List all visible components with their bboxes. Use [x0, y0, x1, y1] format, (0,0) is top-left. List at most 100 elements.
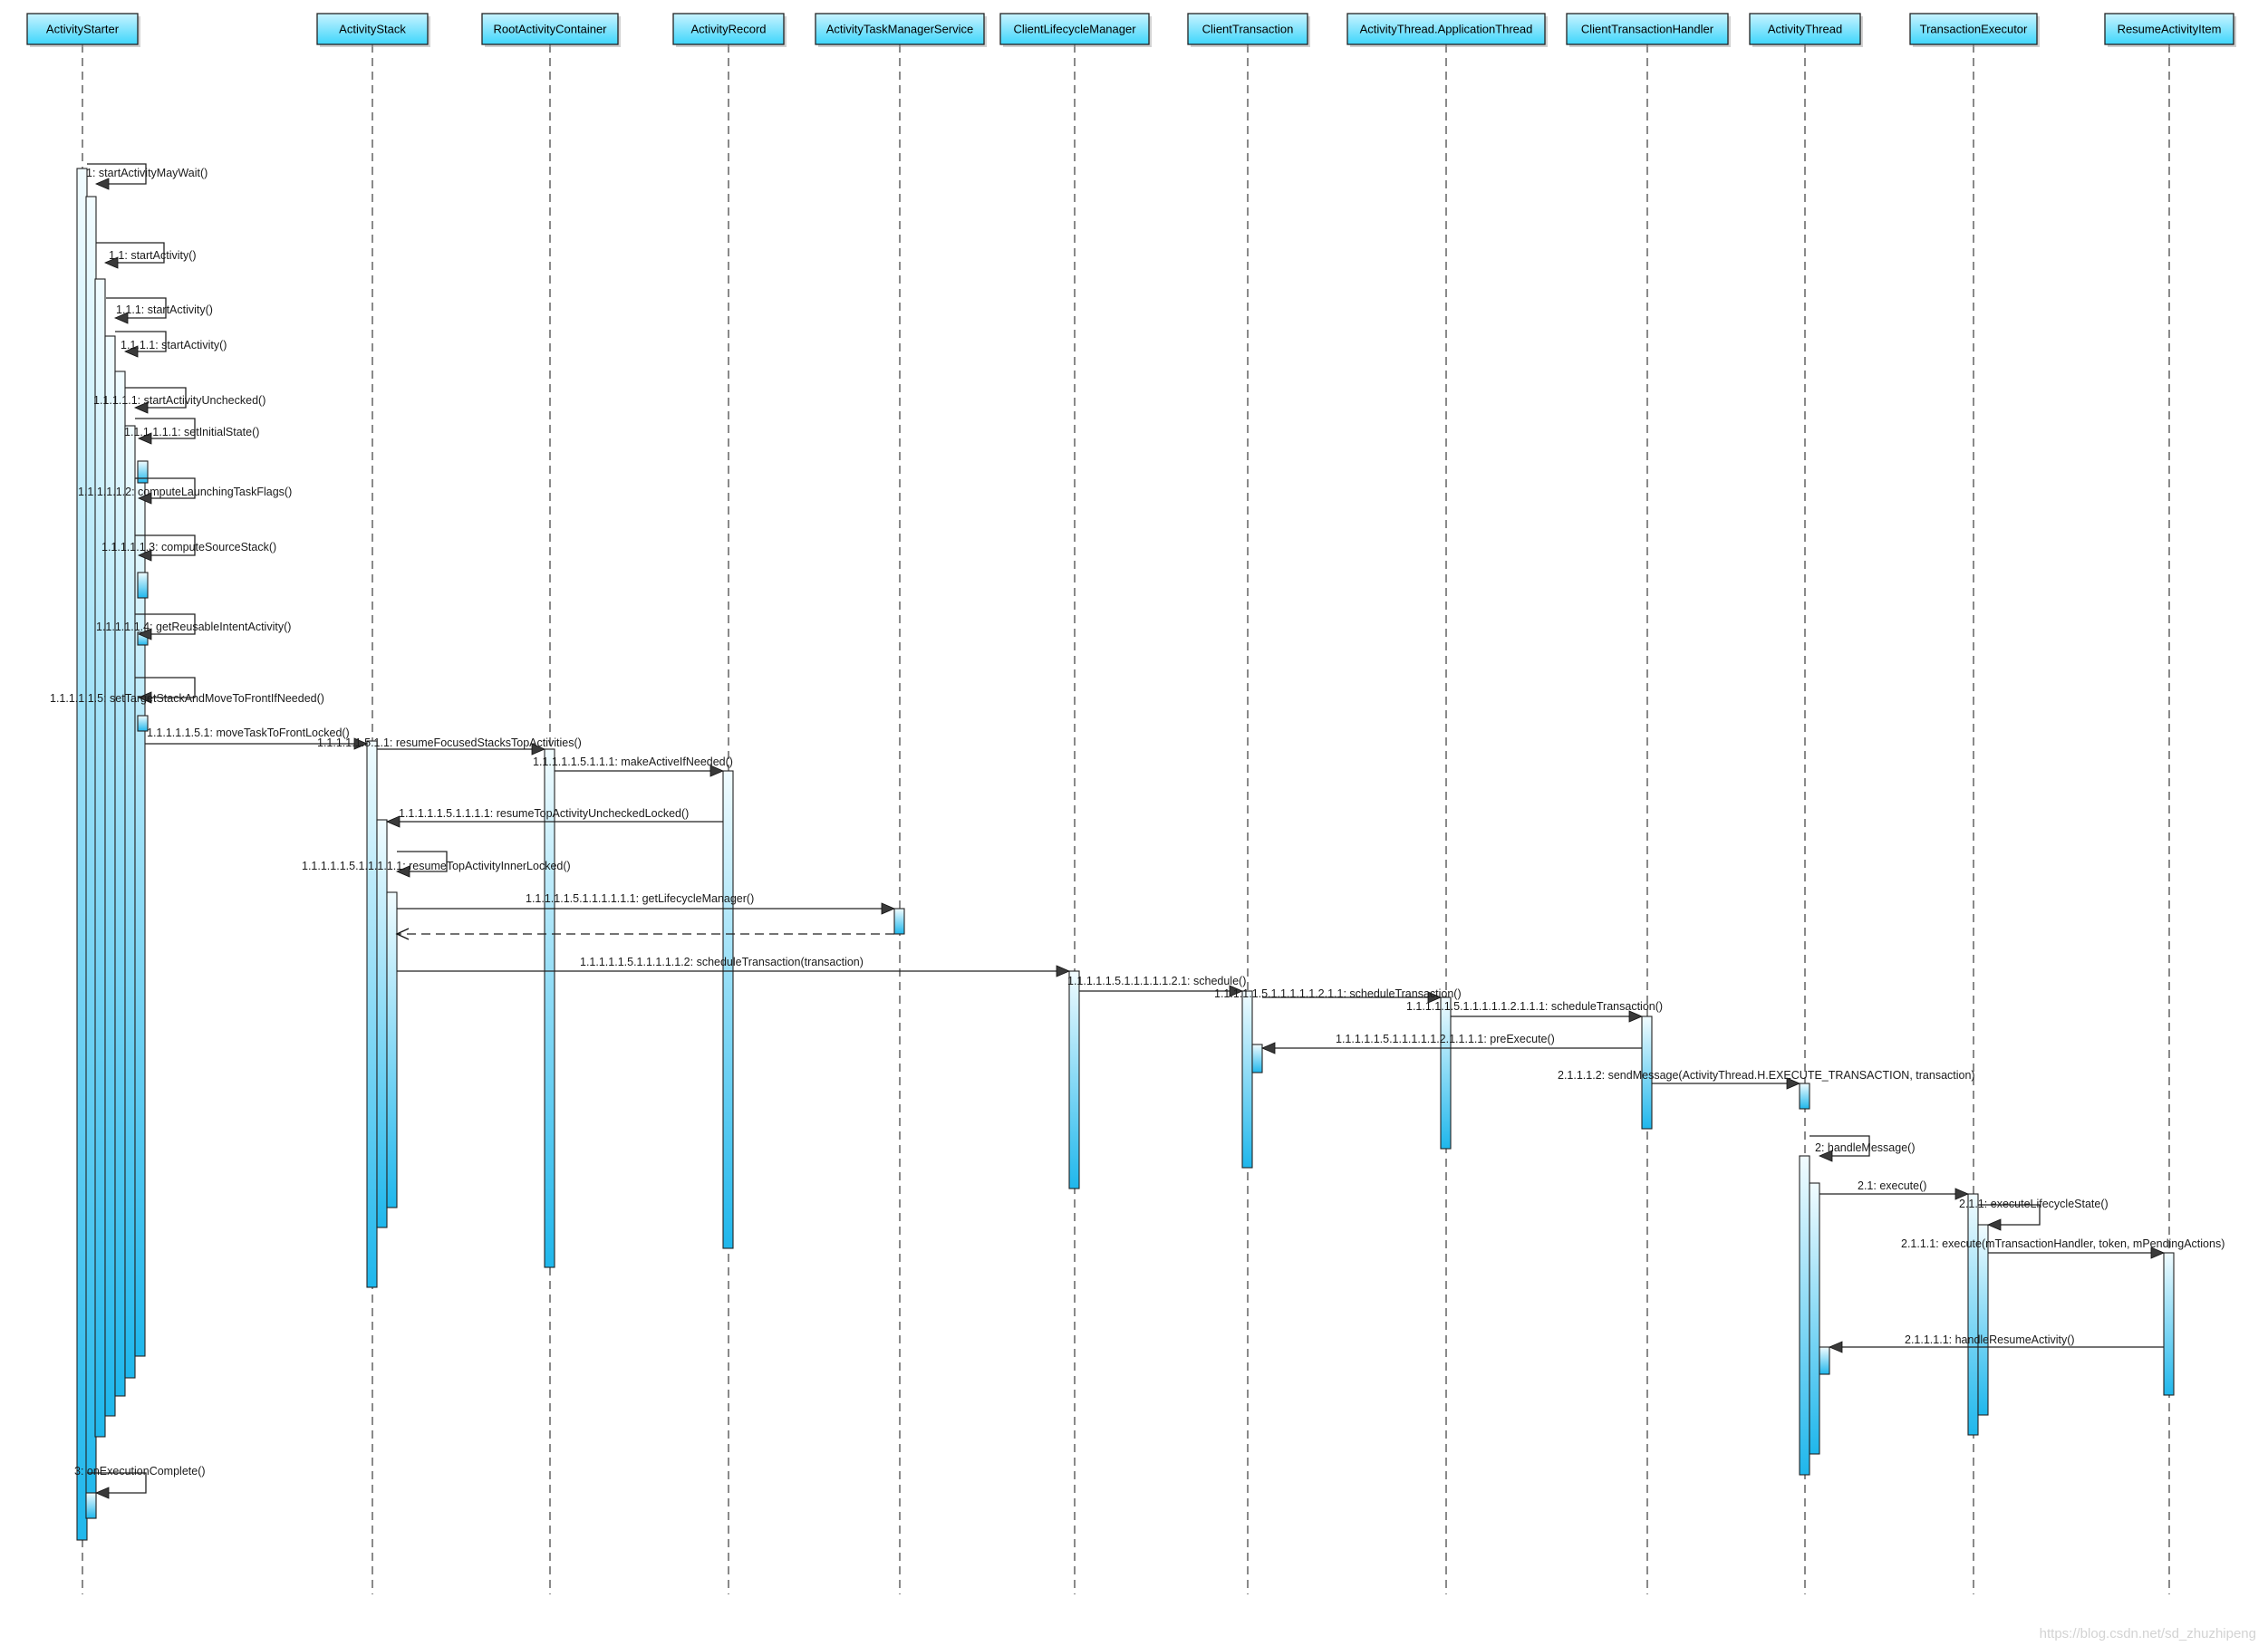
- activation-bar-stack: [376, 819, 388, 1228]
- message-3: 1.1.1.1: startActivity(): [115, 331, 227, 358]
- activation-bar-starter: [76, 168, 88, 1541]
- activation-bar-rac: [544, 748, 555, 1268]
- lifeline-name: ActivityThread.ApplicationThread: [1360, 23, 1533, 36]
- lifeline-header-rac[interactable]: RootActivityContainer: [481, 13, 621, 47]
- arrowhead: [1427, 991, 1443, 1004]
- lifeline-box: [481, 13, 619, 45]
- message-label: 1: startActivityMayWait(): [86, 167, 207, 179]
- message-24: 2.1: execute(): [1819, 1179, 1970, 1200]
- activation-bar-ar: [722, 770, 734, 1249]
- arrowhead: [137, 492, 152, 505]
- lifeline-header-ct[interactable]: ClientTransaction: [1187, 13, 1310, 47]
- self-message-line: [125, 387, 187, 409]
- arrowhead: [395, 865, 410, 878]
- message-label: 1.1.1.1.1.4: getReusableIntentActivity(): [96, 621, 291, 633]
- self-message-line: [106, 297, 167, 319]
- message-19: 1.1.1.1.1.5.1.1.1.1.1.2.1.1: scheduleTra…: [1214, 987, 1462, 1004]
- message-14: 1.1.1.1.1.5.1.1.1.1.1: resumeTopActivity…: [302, 851, 571, 878]
- activation-bar-ct: [1241, 990, 1253, 1169]
- arrowhead: [881, 902, 896, 915]
- message-label: 3: onExecutionComplete(): [74, 1465, 206, 1478]
- return-message-16: [395, 928, 894, 940]
- self-message-line: [397, 851, 448, 872]
- activation-bar-starter: [134, 477, 146, 1357]
- lifeline-header-te[interactable]: TransactionExecutor: [1909, 13, 2040, 47]
- message-12: 1.1.1.1.1.5.1.1.1: makeActiveIfNeeded(): [533, 756, 733, 777]
- lifeline-box: [1749, 13, 1861, 45]
- activation-bar-starter: [114, 371, 126, 1397]
- self-message-line: [1978, 1204, 2041, 1226]
- lifeline-name: ClientLifecycleManager: [1013, 23, 1136, 36]
- self-message-line: [96, 242, 165, 264]
- self-message-line: [87, 1472, 147, 1494]
- lifeline-box: [2104, 13, 2234, 45]
- watermark-text: https://blog.csdn.net/sd_zhuzhipeng: [2040, 1626, 2256, 1641]
- message-label: 2.1.1.1.2: sendMessage(ActivityThread.H.…: [1558, 1069, 1975, 1082]
- message-label: 1.1.1.1.1.2: computeLaunchingTaskFlags(): [78, 486, 292, 498]
- message-label: 1.1.1.1.1.5.1.1.1.1.1.2.1.1.1.1: preExec…: [1336, 1033, 1555, 1045]
- message-10: 1.1.1.1.1.5.1: moveTaskToFrontLocked(): [145, 727, 369, 750]
- arrowhead: [137, 691, 152, 704]
- lifeline-header-clm[interactable]: ClientLifecycleManager: [999, 13, 1152, 47]
- message-label: 1.1.1.1.1.3: computeSourceStack(): [101, 541, 276, 553]
- self-message-line: [135, 477, 196, 499]
- lifeline-header-cth[interactable]: ClientTransactionHandler: [1566, 13, 1731, 47]
- activation-bar-starter: [137, 715, 149, 732]
- message-9: 1.1.1.1.1.5: setTargetStackAndMoveToFron…: [50, 677, 324, 705]
- lifeline-name: ActivityRecord: [690, 23, 766, 36]
- activation-bar-stack: [386, 891, 398, 1208]
- arrowhead: [133, 401, 149, 414]
- arrowhead: [94, 1487, 110, 1499]
- lifeline-box: [316, 13, 429, 45]
- lifeline-header-ar[interactable]: ActivityRecord: [672, 13, 787, 47]
- message-label: 1.1.1.1.1.5.1.1: resumeFocusedStacksTopA…: [317, 736, 582, 749]
- lifeline-box: [815, 13, 985, 45]
- lifeline-name: ClientTransaction: [1202, 23, 1294, 36]
- message-6: 1.1.1.1.1.2: computeLaunchingTaskFlags(): [78, 477, 292, 505]
- message-21: 1.1.1.1.1.5.1.1.1.1.1.2.1.1.1.1: preExec…: [1260, 1033, 1642, 1054]
- lifeline-box: [1566, 13, 1729, 45]
- arrowhead: [1229, 985, 1244, 997]
- lifeline-header-stack[interactable]: ActivityStack: [316, 13, 430, 47]
- lifeline-header-rai[interactable]: ResumeActivityItem: [2104, 13, 2236, 47]
- lifeline-header-at_app[interactable]: ActivityThread.ApplicationThread: [1346, 13, 1548, 47]
- self-message-line: [135, 613, 196, 635]
- arrowhead: [1986, 1218, 2002, 1231]
- arrowhead: [137, 549, 152, 562]
- message-26: 2.1.1.1: execute(mTransactionHandler, to…: [1901, 1237, 2225, 1259]
- message-17: 1.1.1.1.1.5.1.1.1.1.1.2: scheduleTransac…: [397, 956, 1071, 977]
- message-0: 1: startActivityMayWait(): [86, 163, 207, 190]
- message-label: 1.1.1.1.1.5.1: moveTaskToFrontLocked(): [147, 727, 350, 739]
- message-label: 1.1.1.1.1.5: setTargetStackAndMoveToFron…: [50, 692, 324, 705]
- message-13: 1.1.1.1.1.5.1.1.1.1: resumeTopActivityUn…: [385, 807, 723, 828]
- lifeline-name: RootActivityContainer: [494, 23, 608, 36]
- arrowhead: [1056, 965, 1071, 977]
- message-11: 1.1.1.1.1.5.1.1: resumeFocusedStacksTopA…: [317, 736, 582, 756]
- lifeline-name: ActivityTaskManagerService: [826, 23, 974, 36]
- arrowhead: [1628, 1010, 1644, 1023]
- lifeline-box: [26, 13, 139, 45]
- message-2: 1.1.1: startActivity(): [106, 297, 213, 324]
- lifeline-header-atms[interactable]: ActivityTaskManagerService: [815, 13, 987, 47]
- activation-bar-starter: [137, 460, 149, 484]
- lifeline-header-starter[interactable]: ActivityStarter: [26, 13, 140, 47]
- message-5: 1.1.1.1.1.1: setInitialState(): [124, 418, 259, 445]
- message-label: 1.1.1: startActivity(): [116, 303, 213, 316]
- activation-bar-atms: [893, 908, 905, 935]
- message-label: 2.1.1: executeLifecycleState(): [1959, 1198, 2109, 1210]
- lifeline-name: ActivityStarter: [46, 23, 120, 36]
- message-label: 1.1.1.1.1.5.1.1.1.1.1.2.1.1: scheduleTra…: [1214, 987, 1462, 1000]
- activation-bar-rai: [2163, 1252, 2175, 1396]
- message-label: 1.1.1.1.1.5.1.1.1: makeActiveIfNeeded(): [533, 756, 733, 768]
- lifeline-box: [1346, 13, 1546, 45]
- arrowhead: [2150, 1247, 2166, 1259]
- lifeline-header-at[interactable]: ActivityThread: [1749, 13, 1863, 47]
- arrowhead: [103, 256, 119, 269]
- message-label: 1.1.1.1.1.5.1.1.1.1: resumeTopActivityUn…: [399, 807, 689, 820]
- message-label: 1.1.1.1.1.5.1.1.1.1.1.1: getLifecycleMan…: [526, 892, 754, 905]
- arrowhead: [385, 815, 401, 828]
- arrowhead: [137, 628, 152, 640]
- message-label: 1.1.1.1.1.5.1.1.1.1.1.2.1.1.1: scheduleT…: [1406, 1000, 1663, 1013]
- lifeline-box: [672, 13, 785, 45]
